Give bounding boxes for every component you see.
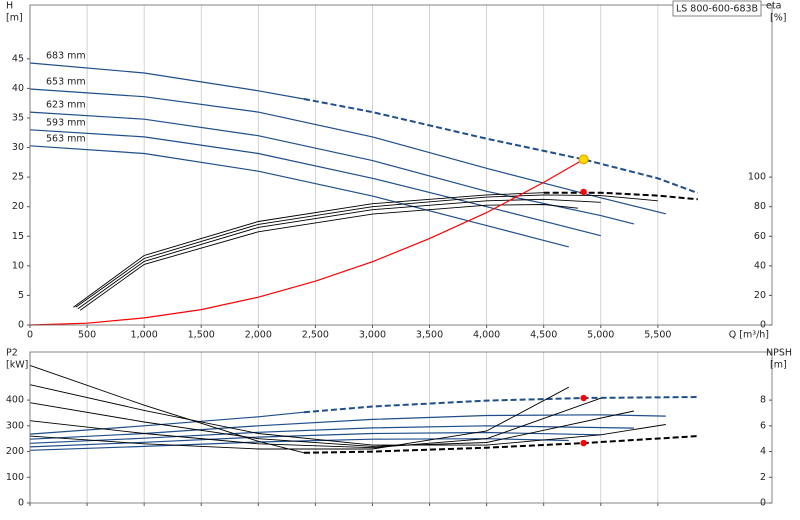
duty-point	[580, 188, 587, 196]
y-tick-label: 100	[6, 472, 24, 483]
y-tick-label: 400	[6, 395, 24, 406]
y2-axis-label: eta	[766, 1, 781, 12]
curve-label: 653 mm	[46, 76, 86, 87]
curve	[303, 396, 698, 414]
title-box	[672, 0, 762, 17]
y2-tick-label: 2	[760, 472, 766, 483]
y2-tick-label: 4	[760, 446, 766, 457]
curve	[75, 194, 658, 308]
plot-frame	[29, 351, 773, 504]
curve	[29, 402, 634, 447]
curve	[29, 411, 305, 435]
y2-tick-label: 80	[754, 201, 766, 212]
curve	[29, 158, 584, 326]
curve	[543, 191, 698, 201]
x-tick-label: 500	[78, 330, 96, 341]
x-tick-label: 3,000	[359, 330, 386, 341]
x-tick-label: 2,000	[245, 330, 272, 341]
x-tick-label: 0	[27, 330, 33, 341]
duty-point	[578, 154, 589, 165]
y-tick-label: 35	[12, 112, 24, 123]
x-axis-label: Q [m³/h]	[729, 330, 769, 341]
chart-title: LS 800-600-683B	[676, 4, 758, 15]
y-tick-label: 10	[12, 260, 24, 271]
y-tick-label: 25	[12, 172, 24, 183]
y-tick-label: 0	[18, 320, 24, 331]
x-tick-label: 1,500	[188, 330, 215, 341]
y2-tick-label: 100	[748, 172, 766, 183]
x-tick-label: 1,000	[131, 330, 158, 341]
curve	[29, 88, 666, 215]
x-tick-label: 5,500	[644, 330, 671, 341]
y2-tick-label: 60	[754, 231, 766, 242]
y-tick-label: 45	[12, 53, 24, 64]
y2-tick-label: 40	[754, 260, 766, 271]
curve	[29, 129, 601, 237]
duty-point	[580, 394, 587, 402]
curve	[29, 397, 601, 449]
curve	[29, 145, 569, 248]
curve	[29, 111, 635, 225]
y-tick-label: 20	[12, 201, 24, 212]
curve	[303, 98, 699, 195]
y-tick-label: 30	[12, 142, 24, 153]
y2-tick-label: 8	[760, 395, 766, 406]
curve	[29, 438, 569, 451]
curve	[29, 425, 634, 444]
y-tick-label: 40	[12, 83, 24, 94]
y-tick-label: 300	[6, 420, 24, 431]
curve	[29, 364, 305, 454]
curve	[29, 62, 305, 100]
curve-label: 593 mm	[46, 117, 86, 128]
curve	[29, 384, 666, 446]
y-tick-label: 5	[18, 290, 24, 301]
y-axis-unit: [kW]	[6, 360, 28, 371]
curve	[29, 386, 570, 450]
duty-point	[580, 439, 587, 447]
x-tick-label: 3,500	[416, 330, 443, 341]
y2-axis-unit: [%]	[770, 13, 786, 24]
curve-label: 563 mm	[46, 133, 86, 144]
y-axis-unit: [m]	[6, 13, 23, 24]
y2-tick-label: 20	[754, 290, 766, 301]
curve	[303, 435, 698, 454]
curve-label: 623 mm	[46, 100, 86, 111]
curve	[29, 431, 601, 448]
curve	[77, 198, 601, 310]
x-tick-label: 5,000	[587, 330, 614, 341]
x-tick-label: 4,500	[530, 330, 557, 341]
y2-axis-label: NPSH	[766, 348, 792, 359]
y2-axis-unit: [m]	[770, 360, 787, 371]
y-tick-label: 15	[12, 231, 24, 242]
y-axis-label: P2	[6, 348, 18, 359]
plot-frame	[29, 4, 773, 326]
x-tick-label: 4,000	[473, 330, 500, 341]
curve-label: 683 mm	[46, 50, 86, 61]
y2-tick-label: 6	[760, 420, 766, 431]
y-axis-label: H	[6, 1, 13, 12]
x-tick-label: 2,500	[302, 330, 329, 341]
y-tick-label: 0	[18, 498, 24, 509]
curve	[73, 192, 544, 308]
curve	[79, 204, 578, 311]
y-tick-label: 200	[6, 446, 24, 457]
